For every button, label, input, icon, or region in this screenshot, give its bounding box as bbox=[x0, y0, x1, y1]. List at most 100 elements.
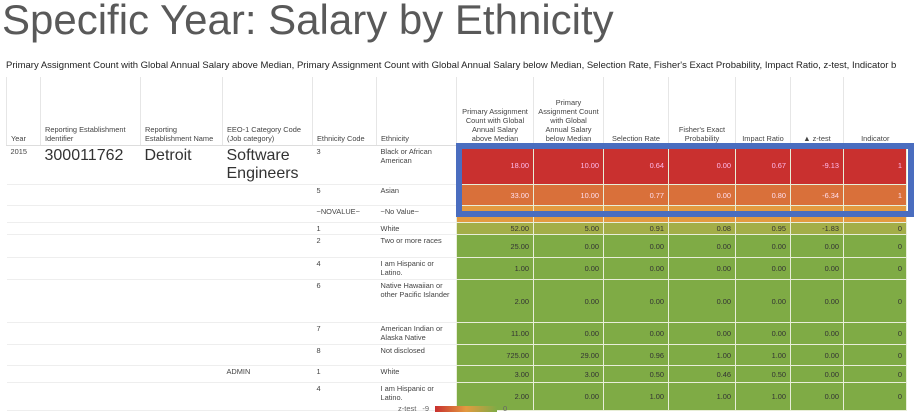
table-row: 5 Asian 33.00 10.00 0.77 0.00 0.80 -6.34 1 bbox=[6, 184, 907, 206]
name-cell bbox=[140, 234, 223, 258]
value-cell: 0.00 bbox=[790, 234, 844, 258]
z-test-legend: z-test -9 0 bbox=[398, 404, 507, 413]
value-cell: 0.00 bbox=[533, 279, 604, 323]
value-cell: 0 bbox=[843, 279, 907, 323]
value-cell: 0.08 bbox=[668, 222, 736, 235]
identifier-cell bbox=[40, 365, 141, 383]
name-cell bbox=[140, 365, 223, 383]
category-cell: ADMIN bbox=[222, 365, 313, 383]
column-header[interactable]: ▲ z-test bbox=[790, 77, 844, 146]
value-cell: 0.00 bbox=[603, 257, 669, 280]
value-cell: 0.91 bbox=[735, 205, 791, 223]
value-cell: 25.00 bbox=[456, 234, 534, 258]
value-cell: 1.00 bbox=[735, 344, 791, 366]
value-cell: 1.00 bbox=[735, 382, 791, 411]
column-header[interactable]: Fisher's Exact Probability bbox=[668, 77, 736, 146]
column-header[interactable]: Primary Assignment Count with Global Ann… bbox=[456, 77, 534, 146]
ethnicity-code-cell: 6 bbox=[312, 279, 377, 323]
value-cell: 0.00 bbox=[533, 382, 604, 411]
table-row: ADMIN 1 White 3.00 3.00 0.50 0.46 0.50 0.00 0 bbox=[6, 365, 907, 383]
table-row: 2015 300011762 Detroit Software Engineers 3 B… bbox=[6, 145, 907, 185]
ethnicity-code-cell: 2 bbox=[312, 234, 377, 258]
value-cell: 0 bbox=[843, 344, 907, 366]
name-cell bbox=[140, 322, 223, 345]
value-cell: 0.00 bbox=[790, 279, 844, 323]
column-header[interactable]: EEO-1 Category Code (Job category) bbox=[222, 77, 313, 146]
value-cell: 0.80 bbox=[735, 184, 791, 206]
column-header[interactable]: Ethnicity Code bbox=[312, 77, 377, 146]
value-cell: 1.00 bbox=[603, 382, 669, 411]
value-cell: 0 bbox=[843, 322, 907, 345]
value-cell: -6.34 bbox=[790, 184, 844, 206]
ethnicity-cell: I am Hispanic or Latino. bbox=[376, 257, 457, 280]
value-cell: 0.00 bbox=[668, 184, 736, 206]
column-header[interactable]: Ethnicity bbox=[376, 77, 457, 146]
name-cell bbox=[140, 184, 223, 206]
value-cell: 0.50 bbox=[603, 365, 669, 383]
column-header[interactable]: Year bbox=[6, 77, 41, 146]
value-cell: 0.00 bbox=[790, 365, 844, 383]
column-header[interactable]: Reporting Establishment Identifier bbox=[40, 77, 141, 146]
table-row: 8 Not disclosed 725.00 29.00 0.96 1.00 1.00 0.0… bbox=[6, 344, 907, 366]
ethnicity-code-cell: 3 bbox=[312, 145, 377, 185]
ethnicity-code-cell: 1 bbox=[312, 222, 377, 235]
value-cell: 1.00 bbox=[456, 257, 534, 280]
table-row: 2 Two or more races 25.00 0.00 0.00 0.00 0.00 0… bbox=[6, 234, 907, 258]
value-cell: 0.00 bbox=[533, 257, 604, 280]
ethnicity-cell: Two or more races bbox=[376, 234, 457, 258]
table-row: 6 Native Hawaiian or other Pacific Island… bbox=[6, 279, 907, 323]
value-cell: 0.64 bbox=[603, 145, 669, 185]
category-cell bbox=[222, 257, 313, 280]
value-cell: 0.87 bbox=[603, 205, 669, 223]
value-cell: 0.96 bbox=[603, 344, 669, 366]
value-cell: 0.00 bbox=[735, 234, 791, 258]
value-cell: 0.00 bbox=[735, 322, 791, 345]
value-cell: 18.00 bbox=[456, 145, 534, 185]
column-header[interactable]: Indicator bbox=[843, 77, 907, 146]
identifier-cell bbox=[40, 234, 141, 258]
value-cell: 1.00 bbox=[668, 344, 736, 366]
category-cell bbox=[222, 184, 313, 206]
year-cell bbox=[6, 234, 41, 258]
value-cell: -9.13 bbox=[790, 145, 844, 185]
column-header[interactable]: Reporting Establishment Name bbox=[140, 77, 223, 146]
value-cell: 0.00 bbox=[668, 279, 736, 323]
identifier-cell: 300011762 bbox=[40, 145, 141, 185]
value-cell: 3.00 bbox=[533, 365, 604, 383]
value-cell: 33.00 bbox=[456, 184, 534, 206]
ethnicity-code-cell: ~NOVALUE~ bbox=[312, 205, 377, 223]
year-cell bbox=[6, 322, 41, 345]
value-cell: 0.00 bbox=[668, 322, 736, 345]
column-header[interactable]: Primary Assignment Count with Global Ann… bbox=[533, 77, 604, 146]
table-row: 7 American Indian or Alaska Native 11.00 0.… bbox=[6, 322, 907, 345]
value-cell: 0.50 bbox=[735, 365, 791, 383]
value-cell: 3.00 bbox=[456, 365, 534, 383]
value-cell: 0.00 bbox=[790, 257, 844, 280]
value-cell: 1.00 bbox=[668, 382, 736, 411]
identifier-cell bbox=[40, 382, 141, 411]
identifier-cell bbox=[40, 279, 141, 323]
category-cell bbox=[222, 382, 313, 411]
column-header[interactable]: Selection Rate bbox=[603, 77, 669, 146]
name-cell bbox=[140, 382, 223, 411]
table-subtitle: Primary Assignment Count with Global Ann… bbox=[6, 60, 897, 71]
legend-label: z-test bbox=[398, 404, 417, 413]
value-cell: 10.00 bbox=[533, 145, 604, 185]
value-cell: 0.00 bbox=[735, 279, 791, 323]
value-cell: 0 bbox=[843, 222, 907, 235]
ethnicity-cell: White bbox=[376, 222, 457, 235]
category-cell bbox=[222, 222, 313, 235]
ethnicity-cell: Not disclosed bbox=[376, 344, 457, 366]
name-cell bbox=[140, 344, 223, 366]
category-cell bbox=[222, 322, 313, 345]
name-cell: Detroit bbox=[140, 145, 223, 185]
category-cell: Software Engineers bbox=[222, 145, 313, 185]
year-cell bbox=[6, 222, 41, 235]
value-cell: 0 bbox=[843, 365, 907, 383]
value-cell: 42.00 bbox=[533, 205, 604, 223]
column-header[interactable]: Impact Ratio bbox=[735, 77, 791, 146]
identifier-cell bbox=[40, 184, 141, 206]
value-cell: 0.00 bbox=[603, 234, 669, 258]
value-cell: 291.00 bbox=[456, 205, 534, 223]
identifier-cell bbox=[40, 222, 141, 235]
